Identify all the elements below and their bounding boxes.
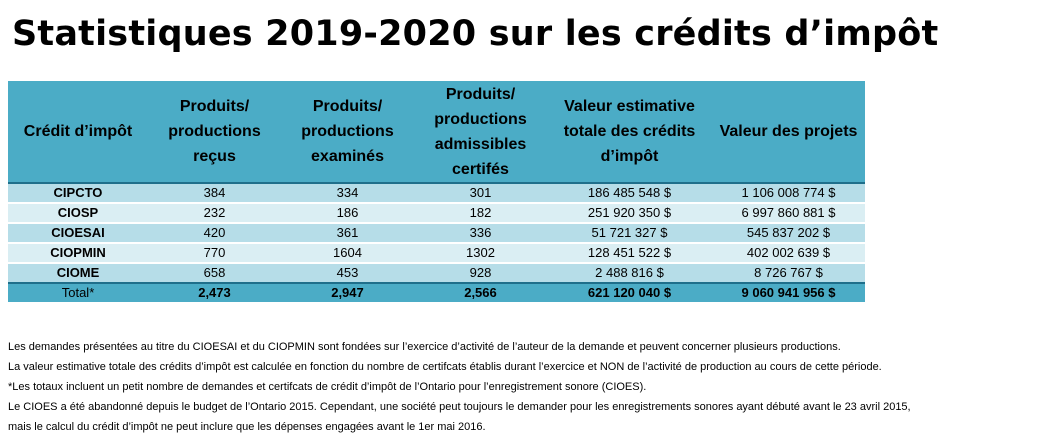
cell-estimated-value: 51 721 327 $ <box>547 222 712 243</box>
footnote: Les demandes présentées au titre du CIOE… <box>8 341 841 353</box>
cell-credit-name: CIOSP <box>8 202 148 223</box>
cell-received: 770 <box>148 242 281 263</box>
column-header-received: Produits/ productions reçus <box>148 81 281 184</box>
cell-project-value: 545 837 202 $ <box>712 222 865 243</box>
cell-examined: 334 <box>281 182 414 203</box>
column-header-examined: Produits/ productions examinés <box>281 81 414 184</box>
cell-examined: 453 <box>281 262 414 283</box>
cell-estimated-value: 251 920 350 $ <box>547 202 712 223</box>
cell-certified: 336 <box>414 222 547 243</box>
footnote: mais le calcul du crédit d’impôt ne peut… <box>8 421 486 433</box>
cell-total-project-value: 9 060 941 956 $ <box>712 282 865 302</box>
cell-project-value: 1 106 008 774 $ <box>712 182 865 203</box>
cell-total-received: 2,473 <box>148 282 281 302</box>
footnote: *Les totaux incluent un petit nombre de … <box>8 381 647 393</box>
cell-total-label: Total* <box>8 282 148 302</box>
cell-project-value: 6 997 860 881 $ <box>712 202 865 223</box>
cell-total-estimated-value: 621 120 040 $ <box>547 282 712 302</box>
table-row: CIOPMIN 770 1604 1302 128 451 522 $ 402 … <box>8 242 865 263</box>
footnotes: Les demandes présentées au titre du CIOE… <box>8 337 1033 437</box>
cell-total-examined: 2,947 <box>281 282 414 302</box>
cell-credit-name: CIOESAI <box>8 222 148 243</box>
cell-total-certified: 2,566 <box>414 282 547 302</box>
footnote: Le CIOES a été abandonné depuis le budge… <box>8 401 911 413</box>
column-header-project-value: Valeur des projets <box>712 81 865 184</box>
cell-project-value: 8 726 767 $ <box>712 262 865 283</box>
table-row: CIOME 658 453 928 2 488 816 $ 8 726 767 … <box>8 262 865 283</box>
column-header-estimated-value: Valeur estimative totale des crédits d’i… <box>547 81 712 184</box>
cell-received: 384 <box>148 182 281 203</box>
cell-project-value: 402 002 639 $ <box>712 242 865 263</box>
column-header-credit: Crédit d’impôt <box>8 81 148 184</box>
footnote: La valeur estimative totale des crédits … <box>8 361 882 373</box>
column-header-certified: Produits/ productions admissibles certif… <box>414 81 547 184</box>
cell-credit-name: CIPCTO <box>8 182 148 203</box>
cell-credit-name: CIOPMIN <box>8 242 148 263</box>
cell-examined: 361 <box>281 222 414 243</box>
cell-certified: 928 <box>414 262 547 283</box>
table-row: CIOESAI 420 361 336 51 721 327 $ 545 837… <box>8 222 865 243</box>
cell-estimated-value: 2 488 816 $ <box>547 262 712 283</box>
cell-received: 420 <box>148 222 281 243</box>
cell-estimated-value: 128 451 522 $ <box>547 242 712 263</box>
cell-certified: 182 <box>414 202 547 223</box>
cell-examined: 186 <box>281 202 414 223</box>
tax-credit-stats-table: Crédit d’impôt Produits/ productions reç… <box>8 81 865 302</box>
cell-estimated-value: 186 485 548 $ <box>547 182 712 203</box>
table-row: CIOSP 232 186 182 251 920 350 $ 6 997 86… <box>8 202 865 223</box>
table-header-row: Crédit d’impôt Produits/ productions reç… <box>8 81 865 184</box>
cell-certified: 301 <box>414 182 547 203</box>
cell-credit-name: CIOME <box>8 262 148 283</box>
cell-received: 232 <box>148 202 281 223</box>
table-total-row: Total* 2,473 2,947 2,566 621 120 040 $ 9… <box>8 282 865 302</box>
table-row: CIPCTO 384 334 301 186 485 548 $ 1 106 0… <box>8 182 865 203</box>
page-title: Statistiques 2019-2020 sur les crédits d… <box>12 14 939 54</box>
cell-received: 658 <box>148 262 281 283</box>
cell-certified: 1302 <box>414 242 547 263</box>
cell-examined: 1604 <box>281 242 414 263</box>
